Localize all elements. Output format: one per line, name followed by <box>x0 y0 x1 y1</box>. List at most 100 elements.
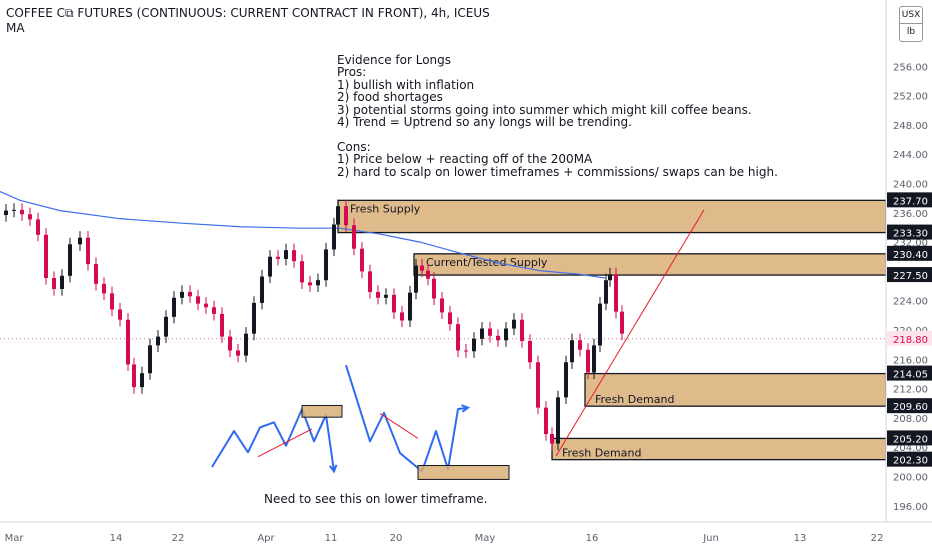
price-label-bg <box>887 224 932 240</box>
candle-body <box>156 336 160 346</box>
candle-body <box>528 340 532 363</box>
sketch-caption: Need to see this on lower timeframe. <box>264 492 488 506</box>
zone-label: Current/Tested Supply <box>426 256 548 269</box>
time-tick-label: May <box>475 533 496 544</box>
candle-body <box>236 350 240 356</box>
candle-body <box>212 307 216 314</box>
analysis-notes: Evidence for Longs Pros: 1) bullish with… <box>337 53 778 179</box>
candle-body <box>118 309 122 320</box>
sketch-path <box>345 364 469 473</box>
candle-body <box>20 209 24 215</box>
arrow-head <box>461 404 471 413</box>
price-label: 227.50 <box>893 271 928 282</box>
candle-body <box>464 350 468 352</box>
time-tick-label: Mar <box>5 533 25 544</box>
time-tick-label: 22 <box>172 533 185 544</box>
candle-body <box>126 319 130 365</box>
time-tick-label: 11 <box>325 533 338 544</box>
candle-body <box>570 340 574 363</box>
price-tick-label: 204.00 <box>893 443 928 454</box>
candle-body <box>608 274 612 281</box>
last-price-label: 218.80 <box>893 335 928 346</box>
candle-body <box>36 219 40 235</box>
candle-body <box>564 362 568 398</box>
candle-body <box>268 256 272 277</box>
price-label-bg <box>887 398 932 414</box>
candle-body <box>172 297 176 317</box>
candle-body <box>44 234 48 278</box>
candle-body <box>520 319 524 341</box>
price-label: 230.40 <box>893 250 928 261</box>
candle-body <box>512 319 516 329</box>
candle-body <box>164 316 168 337</box>
candle-body <box>324 249 328 281</box>
chart-title-bar: COFFEE C⧉ FUTURES (CONTINUOUS: CURRENT C… <box>6 6 490 36</box>
candle-body <box>110 293 114 310</box>
sketch-path <box>211 408 335 472</box>
candle-body <box>448 312 452 325</box>
price-tick-label: 236.00 <box>893 209 928 220</box>
price-label: 209.60 <box>893 402 928 413</box>
candle-body <box>60 275 64 289</box>
candle-body <box>252 302 256 334</box>
zone-box <box>584 372 887 407</box>
price-label-bg <box>887 192 932 208</box>
candle-body <box>578 340 582 350</box>
candle-body <box>544 407 548 435</box>
price-label: 237.70 <box>893 196 928 207</box>
zone-label: Fresh Demand <box>562 447 641 460</box>
price-tick-label: 252.00 <box>893 92 928 103</box>
symbol-title[interactable]: COFFEE C⧉ FUTURES (CONTINUOUS: CURRENT C… <box>6 6 490 20</box>
candle-body <box>284 250 288 259</box>
time-tick-label: 13 <box>794 533 807 544</box>
mini-zone-box <box>417 465 510 480</box>
zones-layer: Fresh Supply Current/Tested Supply Fresh D… <box>0 199 887 461</box>
indicator-label[interactable]: MA <box>6 21 25 35</box>
zone-label: Fresh Supply <box>350 202 421 215</box>
candle-body <box>504 328 508 341</box>
candle-body <box>414 265 418 293</box>
arrow-head <box>329 464 338 474</box>
candle-body <box>488 328 492 336</box>
candles-layer <box>4 199 624 451</box>
last-price-label-bg <box>887 330 932 346</box>
trend-line <box>379 413 419 439</box>
ma-layer <box>0 191 606 279</box>
candle-body <box>204 303 208 308</box>
candle-body <box>620 311 624 334</box>
currency-unit-box[interactable]: USX lb <box>899 6 923 42</box>
candle-body <box>614 274 618 312</box>
price-label-bg <box>887 245 932 261</box>
candle-body <box>456 324 460 351</box>
candle-body <box>316 280 320 286</box>
candle-body <box>68 244 72 276</box>
candle-body <box>344 206 348 226</box>
candle-body <box>196 296 200 304</box>
candle-body <box>28 214 32 220</box>
candle-body <box>276 256 280 259</box>
candle-body <box>400 312 404 321</box>
time-tick-label: 16 <box>586 533 599 544</box>
candle-body <box>12 209 16 211</box>
unit-label: lb <box>900 23 922 40</box>
price-tick-label: 232.00 <box>893 238 928 249</box>
price-label: 214.05 <box>893 370 928 381</box>
candle-body <box>180 291 184 298</box>
candle-body <box>188 291 192 297</box>
price-label-bg <box>887 267 932 283</box>
candle-body <box>376 291 380 298</box>
trend-line <box>257 428 313 458</box>
price-tick-label: 244.00 <box>893 150 928 161</box>
candle-body <box>440 298 444 313</box>
currency-label: USX <box>901 10 921 20</box>
mini-zone-box <box>301 404 343 418</box>
trend-line <box>555 209 705 457</box>
price-label: 233.30 <box>893 229 928 240</box>
zone-label: Fresh Demand <box>595 393 674 406</box>
time-tick-label: 22 <box>871 533 884 544</box>
candle-body <box>496 335 500 341</box>
candle-body <box>604 280 608 304</box>
candle-body <box>352 225 356 249</box>
price-tick-label: 240.00 <box>893 180 928 191</box>
